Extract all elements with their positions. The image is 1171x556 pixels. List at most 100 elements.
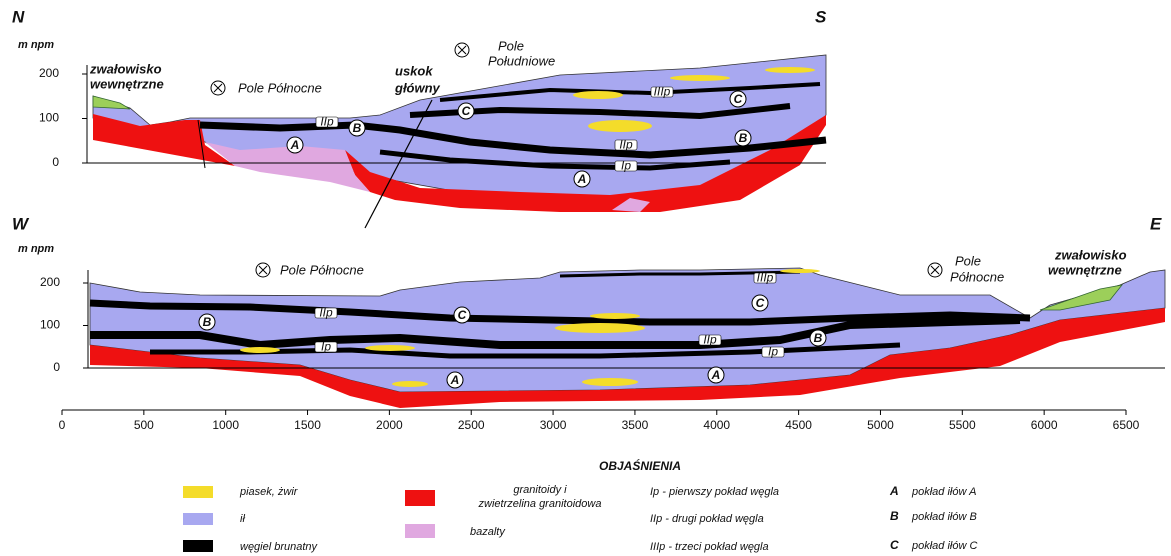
legend-label: ił	[240, 513, 245, 525]
seam-letter: B	[353, 121, 362, 135]
x-tick-label: 5500	[949, 418, 976, 432]
direction: W	[12, 214, 30, 233]
legend-swatch	[183, 486, 213, 498]
seam-letter: B	[814, 331, 823, 345]
field-label: Pole	[498, 38, 524, 53]
seam-label: C	[454, 307, 470, 323]
x-tick-label: 500	[134, 418, 154, 432]
sand-lens	[582, 378, 638, 386]
coal-label: IIp	[615, 138, 637, 152]
fault-label: główny	[394, 80, 441, 95]
seam-letter: C	[462, 104, 471, 118]
sand-lens	[780, 269, 820, 273]
direction: S	[815, 7, 827, 26]
coal-label: IIp	[315, 306, 337, 320]
coal-text: IIp	[703, 333, 717, 347]
sand-lens	[555, 323, 645, 333]
seam-letter: C	[734, 92, 743, 106]
legend-letter: C	[890, 538, 899, 552]
sand-lens	[573, 91, 623, 99]
legend-label: bazalty	[470, 526, 506, 538]
cross-section-figure: N S m npm zwałowisko wewnętrzne Pole Pół…	[0, 0, 1171, 556]
mine-icon	[928, 263, 942, 277]
seam-label: C	[730, 91, 746, 107]
dump-label: wewnętrzne	[90, 76, 164, 91]
coal-label: IIp	[699, 333, 721, 347]
seam-label: A	[708, 367, 724, 383]
seam-label: B	[810, 330, 826, 346]
mine-icon	[256, 263, 270, 277]
seam-label: A	[447, 372, 463, 388]
y-tick-label: 200	[40, 275, 60, 289]
legend-label: granitoidy i	[513, 484, 567, 496]
y-tick-label: 100	[39, 111, 59, 125]
coal-label: Ip	[315, 340, 337, 354]
legend-label: zwietrzelina granitoidowa	[478, 498, 602, 510]
seam-letter: B	[739, 131, 748, 145]
coal-text: IIIp	[757, 271, 774, 285]
sand-lens	[670, 75, 730, 81]
x-tick-label: 0	[59, 418, 66, 432]
y-tick-label: 100	[40, 318, 60, 332]
legend-swatch	[183, 540, 213, 552]
legend-label: pokład iłów B	[911, 511, 977, 523]
seam-letter: A	[450, 373, 460, 387]
x-tick-label: 1000	[212, 418, 239, 432]
field-label: Pole Północne	[280, 262, 364, 277]
coal-label: IIp	[316, 115, 338, 129]
seam-label: A	[574, 171, 590, 187]
dump	[93, 96, 130, 109]
coal-label: Ip	[615, 159, 637, 173]
coal-label: IIIp	[754, 271, 776, 285]
sand-lens	[240, 347, 280, 353]
seam-letter: A	[711, 368, 721, 382]
y-tick-label: 200	[39, 66, 59, 80]
legend-label: węgiel brunatny	[240, 541, 319, 553]
direction: E	[1150, 214, 1162, 233]
coal-text: IIp	[619, 138, 633, 152]
coal-text: Ip	[321, 340, 331, 354]
field-label: Północne	[950, 269, 1004, 284]
seam-letter: C	[756, 296, 765, 310]
top-section-geology	[87, 55, 826, 228]
legend-label: pokład iłów C	[911, 540, 977, 552]
legend-swatch	[405, 490, 435, 506]
coal-text: IIp	[319, 306, 333, 320]
legend-label: IIp - drugi pokład węgla	[650, 513, 764, 525]
sand-lens	[765, 67, 815, 73]
sand-lens	[590, 313, 640, 319]
x-tick-label: 6500	[1113, 418, 1140, 432]
x-tick-label: 3500	[622, 418, 649, 432]
seam-letter: A	[577, 172, 587, 186]
seam-letter: A	[290, 138, 300, 152]
seam-letter: C	[458, 308, 467, 322]
x-tick-label: 4500	[785, 418, 812, 432]
seam-label: A	[287, 137, 303, 153]
coal-text: Ip	[768, 345, 778, 359]
legend-label: piasek, żwir	[239, 486, 299, 498]
legend-letter: B	[890, 509, 899, 523]
mine-icon	[455, 43, 469, 57]
legend-swatch	[405, 524, 435, 538]
seam-label: C	[752, 295, 768, 311]
seam-letter: B	[203, 315, 212, 329]
dump-label: wewnętrzne	[1048, 262, 1122, 277]
legend-swatch	[183, 513, 213, 525]
dump-label: zwałowisko	[89, 61, 162, 76]
legend-label: Ip - pierwszy pokład węgla	[650, 486, 779, 498]
x-tick-label: 6000	[1031, 418, 1058, 432]
coal-text: Ip	[621, 159, 631, 173]
x-tick-label: 5000	[867, 418, 894, 432]
unit: m npm	[18, 243, 54, 255]
x-tick-label: 4000	[703, 418, 730, 432]
coal-text: IIp	[320, 115, 334, 129]
x-tick-label: 3000	[540, 418, 567, 432]
direction: N	[12, 7, 25, 26]
sand-lens	[365, 345, 415, 351]
bottom-section-geology	[62, 268, 1165, 410]
seam-label: B	[349, 120, 365, 136]
x-tick-label: 2500	[458, 418, 485, 432]
seam-label: B	[735, 130, 751, 146]
coal-label: Ip	[762, 345, 784, 359]
sand-lens	[392, 381, 428, 387]
